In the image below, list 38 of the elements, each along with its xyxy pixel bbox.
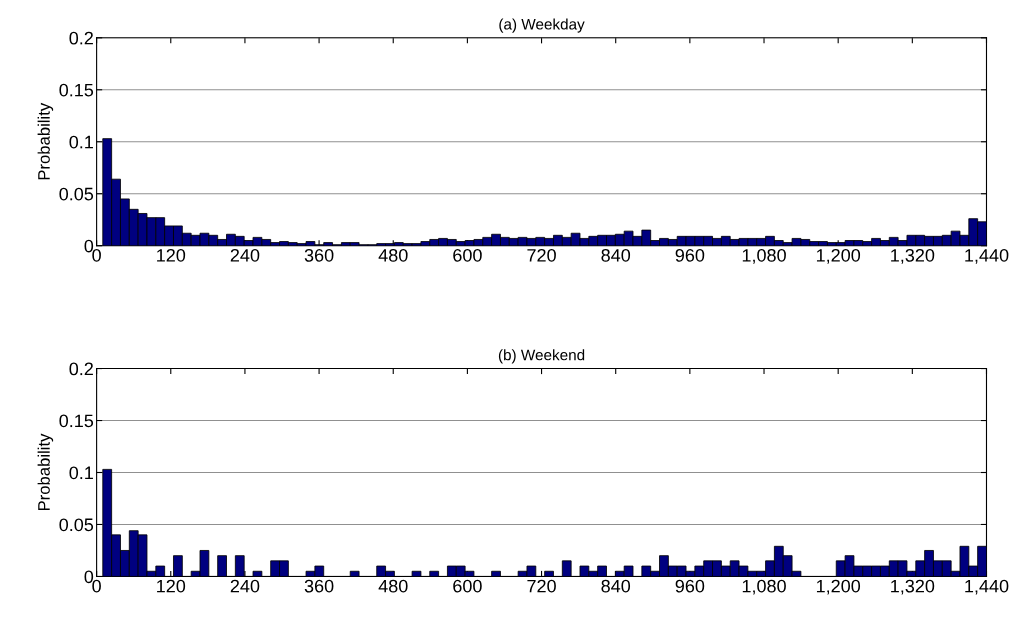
y-tick-label: 0.05 [59,518,94,532]
x-tick-label: 1,200 [816,248,861,264]
x-tick-label: 720 [527,248,556,262]
x-tick-label: 1,320 [891,579,935,595]
x-tick-label: 1,080 [742,248,786,264]
x-tick-label: 960 [675,248,705,262]
y-tick-label: 0.15 [59,414,94,428]
x-tick-label: 240 [230,248,260,262]
y-axis-title: Probability [37,102,54,180]
x-tick-label: 600 [453,579,482,593]
y-tick-label: 0 [84,239,94,253]
x-tick-label: 720 [527,579,556,593]
x-tick-label: 120 [157,248,186,262]
x-tick-label: 1,440 [965,579,1009,595]
chart-title: (b) Weekend [498,349,585,364]
x-tick-label: 960 [675,579,705,593]
chart-title: (a) Weekday [499,18,585,33]
y-tick-label: 0.15 [59,83,94,97]
y-tick-label: 0.1 [69,135,93,149]
x-tick-label: 1,200 [816,579,861,595]
x-tick-label: 480 [378,579,408,593]
y-tick-label: 0.05 [59,187,94,201]
x-tick-label: 240 [230,579,260,593]
y-tick-label: 0.2 [69,362,93,376]
x-tick-label: 1,440 [965,248,1009,264]
y-tick-label: 0 [84,570,94,584]
x-tick-label: 480 [378,248,408,262]
x-tick-label: 600 [453,248,482,262]
x-tick-label: 120 [157,579,186,593]
x-tick-label: 360 [304,579,334,593]
y-tick-label: 0.1 [69,466,93,480]
x-tick-label: 1,320 [891,248,935,264]
y-tick-label: 0.2 [69,31,93,45]
x-tick-label: 840 [601,579,631,593]
y-axis-title: Probability [37,433,54,511]
x-tick-label: 360 [304,248,334,262]
x-tick-label: 1,080 [742,579,786,595]
x-tick-label: 840 [601,248,631,262]
